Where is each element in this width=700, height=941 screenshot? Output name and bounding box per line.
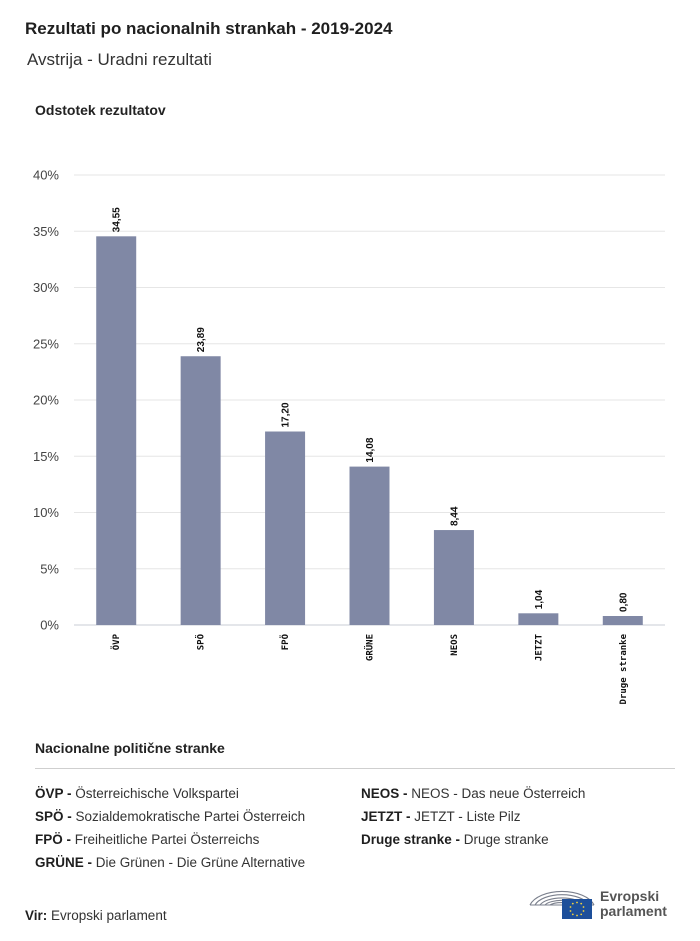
legend-abbr: Druge stranke - [361,832,461,847]
legend-name: Freiheitliche Partei Österreichs [74,832,260,847]
legend-name: Sozialdemokratische Partei Österreich [75,809,306,824]
legend-abbr: FPÖ - [35,832,71,847]
bar-value-label: 23,89 [196,327,207,352]
bar [96,236,137,625]
source-value: Evropski parlament [51,908,167,923]
logo-line-1: Evropski [600,888,660,904]
y-tick-label: 5% [40,561,59,576]
x-tick-label: SPÖ [196,633,207,650]
legend-name: NEOS - Das neue Österreich [411,786,586,801]
legend-item: GRÜNE - Die Grünen - Die Grüne Alternati… [35,855,305,870]
bar-value-label: 14,08 [365,437,376,462]
european-parliament-logo-icon [529,890,595,919]
legend-item: SPÖ - Sozialdemokratische Partei Österre… [35,809,305,824]
y-tick-label: 30% [33,280,59,295]
logo-line-2: parlament [600,903,667,919]
legend-name: JETZT - Liste Pilz [414,809,521,824]
x-tick-label: FPÖ [280,633,291,650]
y-tick-label: 0% [40,618,59,633]
legend-title: Nacionalne politične stranke [35,740,225,756]
logo-text: Evropski parlament [600,889,667,919]
legend-item: FPÖ - Freiheitliche Partei Österreichs [35,832,259,847]
x-tick-label: GRÜNE [365,634,376,661]
y-tick-label: 15% [33,449,59,464]
bar [602,616,643,625]
legend-item: JETZT - JETZT - Liste Pilz [361,809,521,824]
legend-name: Druge stranke [463,832,549,847]
bar-value-label: 0,80 [618,592,629,612]
bar-value-label: 34,55 [112,207,123,232]
y-axis-title: Odstotek rezultatov [35,102,166,118]
x-tick-label: NEOS [450,634,460,656]
y-tick-label: 10% [33,505,59,520]
source-note: Vir: Evropski parlament [25,908,167,923]
legend-item: NEOS - NEOS - Das neue Österreich [361,786,585,801]
legend-name: Österreichische Volkspartei [75,786,239,801]
bar [265,431,306,625]
legend-abbr: ÖVP - [35,786,72,801]
legend-divider [35,768,675,769]
y-tick-label: 25% [33,336,59,351]
source-label: Vir: [25,908,48,923]
legend-item: Druge stranke - Druge stranke [361,832,549,847]
x-tick-label: Druge stranke [619,633,629,704]
legend-abbr: NEOS - [361,786,408,801]
legend-name: Die Grünen - Die Grüne Alternative [95,855,306,870]
legend-abbr: SPÖ - [35,809,72,824]
legend-item: ÖVP - Österreichische Volkspartei [35,786,239,801]
x-tick-label: JETZT [534,633,544,661]
chart-title: Rezultati po nacionalnih strankah - 2019… [25,19,393,38]
legend-abbr: JETZT - [361,809,411,824]
bar [349,466,390,625]
bar [518,613,559,625]
chart-subtitle: Avstrija - Uradni rezultati [27,50,212,69]
y-tick-label: 20% [33,393,59,408]
legend-abbr: GRÜNE - [35,855,92,870]
bar-chart: 0% 5% 10% 15% 20% 25% 30% 35% 40% 34,55 ÖVP 23,89 SP… [33,168,665,704]
bar [180,356,221,625]
x-tick-label: ÖVP [111,633,122,650]
bar-value-label: 1,04 [534,589,545,609]
bar-value-label: 8,44 [449,506,460,526]
y-tick-label: 40% [33,168,59,183]
bar [433,530,474,625]
y-tick-label: 35% [33,224,59,239]
bar-value-label: 17,20 [281,402,292,427]
